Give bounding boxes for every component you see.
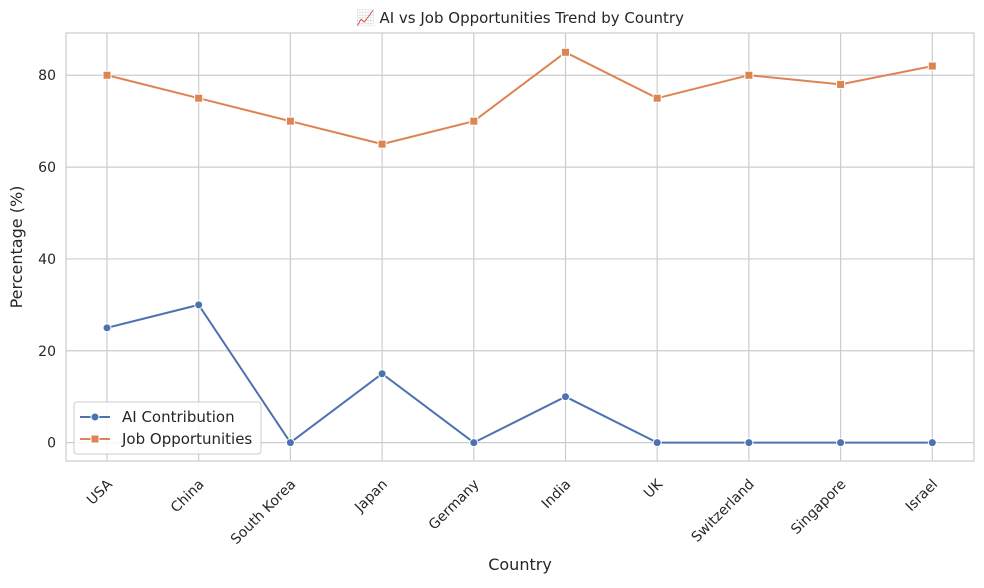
chart-title: 📈 AI vs Job Opportunities Trend by Count… (356, 9, 684, 27)
data-point-job-opportunities (102, 70, 112, 80)
data-point-job-opportunities (652, 93, 662, 103)
x-tick-labels: USA China South Korea Japan Germany India UK Sw… (84, 476, 941, 548)
data-point-job-opportunities (744, 70, 754, 80)
series-layer (102, 47, 937, 448)
data-point-ai-contribution (836, 438, 846, 448)
data-point-job-opportunities (561, 47, 570, 57)
legend-box (73, 401, 262, 455)
data-point-ai-contribution (102, 323, 112, 333)
data-point-job-opportunities (836, 79, 846, 89)
x-tick-label: Germany (426, 477, 483, 534)
x-tick-label: Japan (351, 477, 391, 517)
y-tick-label: 80 (38, 68, 56, 84)
data-point-job-opportunities (194, 93, 204, 103)
data-point-ai-contribution (652, 438, 662, 448)
x-tick-label: Israel (903, 477, 941, 515)
y-tick-label: 0 (47, 436, 56, 452)
y-tick-label: 20 (38, 344, 56, 360)
data-point-job-opportunities (927, 61, 937, 71)
y-tick-label: 40 (38, 252, 56, 268)
x-tick-label: USA (84, 476, 116, 508)
data-point-ai-contribution (285, 438, 295, 448)
y-axis-label: Percentage (%) (7, 186, 26, 309)
x-tick-label: Switzerland (689, 477, 758, 546)
x-tick-label: China (168, 477, 208, 517)
y-tick-labels: 0 20 40 60 80 (38, 68, 56, 451)
series-line-ai-contribution (106, 303, 933, 444)
legend-label-ai-contribution: AI Contribution (122, 408, 235, 426)
data-point-ai-contribution (561, 392, 570, 402)
data-point-job-opportunities (469, 116, 479, 126)
data-point-job-opportunities (285, 116, 295, 126)
data-point-job-opportunities (377, 139, 387, 149)
data-point-ai-contribution (927, 438, 937, 448)
series-line-job-opportunities (106, 51, 933, 146)
legend-marker-job-opportunities (90, 434, 100, 444)
plot-background (66, 33, 974, 461)
data-point-ai-contribution (194, 300, 204, 310)
legend: AI Contribution Job Opportunities (73, 401, 262, 455)
data-point-ai-contribution (469, 438, 479, 448)
x-tick-label: UK (641, 476, 667, 502)
x-tick-label: India (539, 477, 575, 513)
x-tick-label: Singapore (788, 477, 849, 538)
x-tick-label: South Korea (228, 477, 299, 548)
data-point-ai-contribution (744, 438, 754, 448)
data-point-ai-contribution (377, 369, 387, 379)
legend-label-job-opportunities: Job Opportunities (121, 430, 252, 448)
y-tick-label: 60 (38, 160, 56, 176)
legend-marker-ai-contribution (90, 412, 100, 422)
x-axis-label: Country (488, 555, 552, 574)
plot-frame (65, 32, 975, 462)
